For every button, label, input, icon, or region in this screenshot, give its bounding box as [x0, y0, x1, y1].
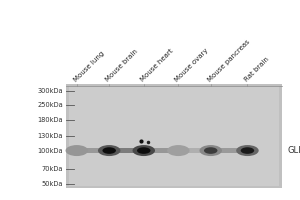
Text: 180kDa: 180kDa [38, 117, 63, 123]
Text: 70kDa: 70kDa [41, 166, 63, 172]
Bar [69, 86, 279, 186]
Text: 250kDa: 250kDa [37, 102, 63, 108]
Text: Mouse brain: Mouse brain [105, 48, 140, 83]
Bar [211, 148, 248, 153]
Text: Rat brain: Rat brain [243, 56, 270, 83]
Ellipse shape [241, 147, 254, 154]
Ellipse shape [236, 145, 259, 156]
Text: GLI2: GLI2 [288, 146, 300, 155]
Bar [178, 148, 211, 153]
Bar [109, 148, 144, 153]
Ellipse shape [65, 145, 88, 156]
Text: 100kDa: 100kDa [38, 148, 63, 154]
Text: 130kDa: 130kDa [38, 133, 63, 139]
Ellipse shape [98, 145, 121, 156]
Bar [77, 148, 109, 153]
Ellipse shape [200, 145, 222, 156]
Text: Mouse pancreas: Mouse pancreas [206, 39, 251, 83]
Text: 300kDa: 300kDa [38, 88, 63, 94]
Ellipse shape [204, 147, 218, 154]
Text: Mouse ovary: Mouse ovary [174, 47, 210, 83]
Text: Mouse heart: Mouse heart [140, 48, 175, 83]
Ellipse shape [133, 145, 155, 156]
Ellipse shape [103, 147, 116, 154]
Bar [66, 84, 282, 188]
Bar [144, 148, 178, 153]
Ellipse shape [137, 147, 151, 154]
Text: 50kDa: 50kDa [41, 181, 63, 187]
Ellipse shape [167, 145, 190, 156]
Text: Mouse lung: Mouse lung [73, 50, 105, 83]
